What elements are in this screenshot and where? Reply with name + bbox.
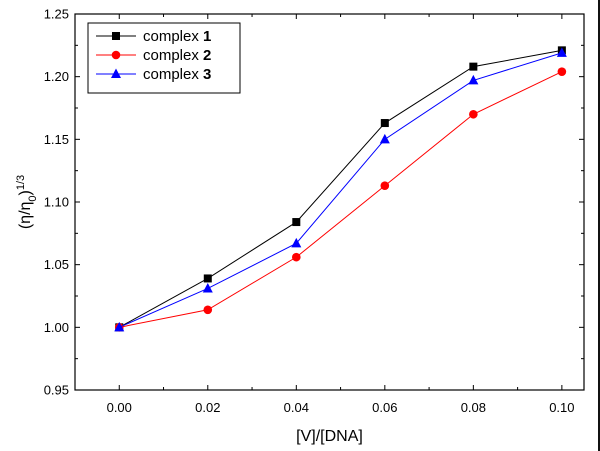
y-tick-label: 0.95 — [44, 383, 69, 398]
y-tick-label: 1.10 — [44, 195, 69, 210]
legend-label-name: complex — [143, 66, 203, 83]
legend-label: complex 1 — [143, 28, 211, 45]
y-axis-title-main: (η/η — [17, 202, 34, 230]
y-tick-label: 1.05 — [44, 257, 69, 272]
series-line — [119, 52, 563, 328]
series-3 — [114, 47, 567, 332]
y-axis-title-sup: 1/3 — [15, 175, 27, 190]
x-tick-label: 0.00 — [107, 400, 132, 415]
x-tick-label: 0.04 — [284, 400, 309, 415]
data-point — [202, 282, 213, 293]
data-point — [292, 252, 301, 262]
series-layer — [114, 46, 567, 332]
right-edge-bar — [598, 0, 600, 451]
x-tick-label: 0.06 — [372, 400, 397, 415]
data-point — [469, 109, 478, 119]
data-point — [468, 74, 479, 85]
y-axis-title-sub: 0 — [27, 195, 39, 201]
legend-label: complex 3 — [143, 66, 211, 83]
legend-item-1: complex 1 — [96, 28, 211, 45]
legend-label-number: 2 — [203, 47, 211, 64]
data-point — [114, 321, 125, 332]
y-tick-label: 1.15 — [44, 132, 69, 147]
data-point — [203, 305, 213, 315]
legend-label-number: 3 — [203, 66, 211, 83]
data-point — [379, 133, 390, 144]
data-point — [469, 62, 478, 71]
data-point — [292, 218, 301, 227]
legend-marker — [111, 68, 121, 78]
legend-label: complex 2 — [143, 47, 211, 64]
legend-item-3: complex 3 — [96, 66, 211, 83]
data-point — [291, 237, 302, 248]
x-tick-label: 0.02 — [195, 400, 220, 415]
legend-label-name: complex — [143, 28, 203, 45]
axes: 0.00 0.02 0.04 0.06 0.08 0.10 0.95 1.00 1.05 1.10… — [44, 7, 584, 415]
series-line — [119, 71, 563, 328]
x-tick-label: 0.08 — [461, 400, 486, 415]
data-point — [557, 67, 567, 76]
legend-label-number: 1 — [203, 28, 211, 45]
x-axis-title: [V]/[DNA] — [296, 428, 363, 445]
legend-marker — [112, 32, 120, 40]
data-point — [203, 274, 212, 283]
legend-item-2: complex 2 — [96, 47, 211, 64]
data-point — [380, 181, 390, 191]
series-2 — [114, 67, 567, 332]
data-point — [556, 47, 567, 57]
y-tick-label: 1.25 — [44, 7, 69, 22]
y-axis-title-close: ) — [17, 190, 34, 195]
data-point — [380, 119, 389, 128]
y-axis-title: (η/η0)1/3 — [15, 175, 39, 229]
y-tick-label: 1.20 — [44, 69, 69, 84]
y-tick-label: 1.00 — [44, 320, 69, 335]
x-tick-label: 0.10 — [549, 400, 574, 415]
legend-label-name: complex — [143, 47, 203, 64]
legend-marker — [111, 50, 121, 60]
series-line — [119, 49, 562, 328]
